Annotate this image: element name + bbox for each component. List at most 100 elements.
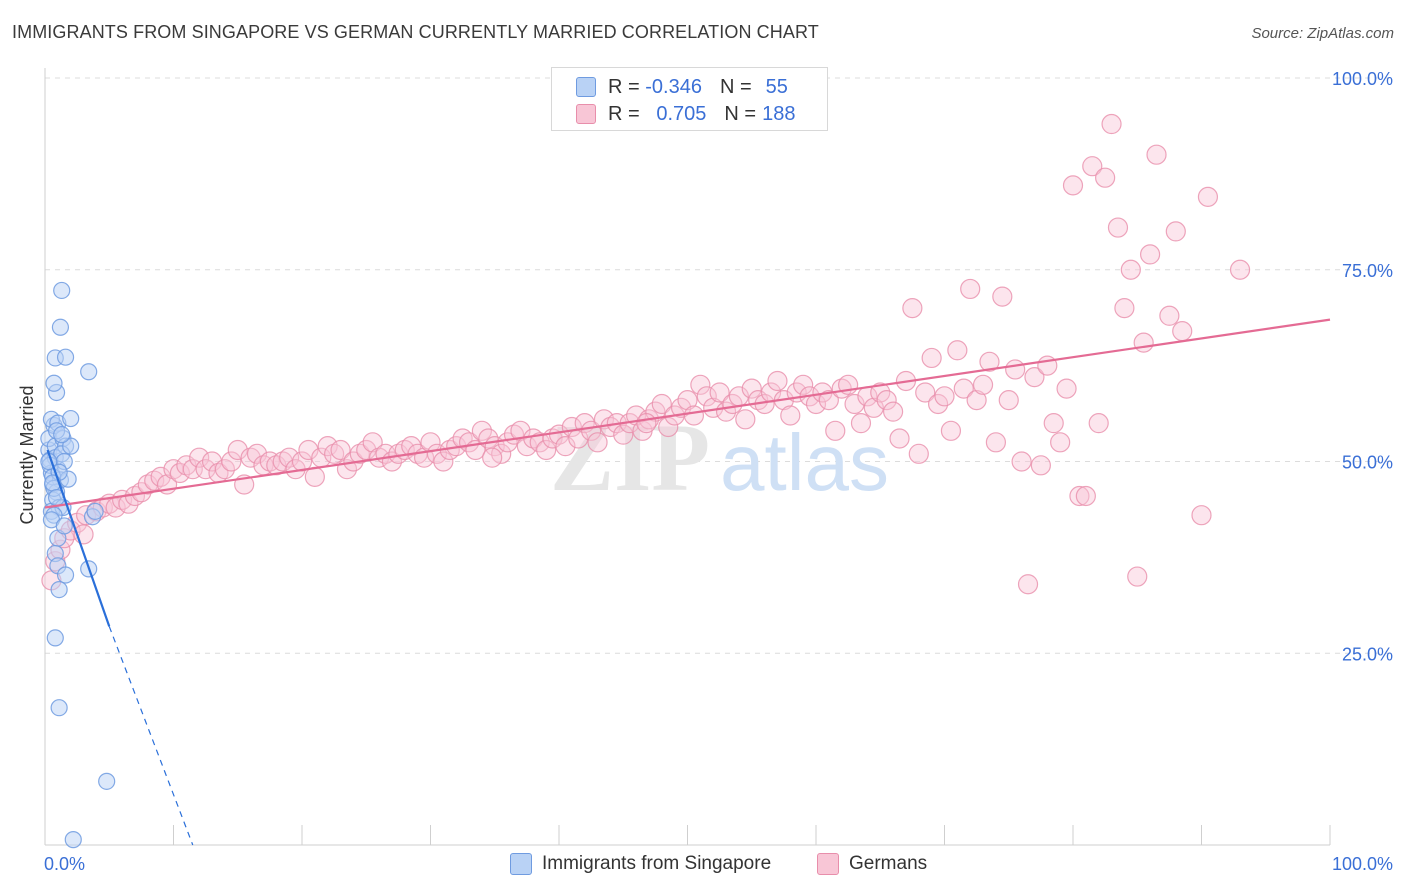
germans-point (767, 370, 788, 392)
germans-points (41, 113, 1251, 595)
singapore-point (62, 437, 80, 455)
germans-point (1229, 259, 1251, 280)
germans-point (844, 393, 865, 415)
germans-point (176, 455, 197, 476)
legend-swatch-singapore (576, 77, 596, 97)
y-tick-label: 75.0% (1342, 261, 1393, 281)
germans-point (735, 409, 756, 430)
germans-point (1088, 413, 1109, 434)
bottom-legend-swatch-singapore (510, 853, 532, 875)
germans-point (1120, 259, 1141, 280)
germans-point (863, 397, 884, 418)
germans-point (240, 447, 261, 468)
germans-point (741, 378, 762, 399)
germans-point (825, 420, 846, 441)
germans-point (587, 432, 608, 453)
singapore-point (86, 502, 104, 520)
germans-point (433, 451, 454, 472)
germans-point (298, 439, 319, 461)
legend-row-singapore: R = -0.346 N = 55 (576, 75, 788, 99)
x-tick-label: 0.0% (44, 854, 85, 874)
germans-point (1127, 566, 1148, 587)
singapore-point (62, 409, 80, 428)
trend-lines (44, 318, 1331, 846)
germans-point (985, 432, 1007, 453)
germans-point (972, 374, 994, 395)
germans-point (793, 374, 814, 395)
bottom-legend-germans: Germans (817, 850, 927, 878)
bottom-legend-label-singapore: Immigrants from Singapore (542, 853, 772, 874)
singapore-point (56, 566, 75, 584)
germans-point (1017, 574, 1039, 595)
legend-n-value: 55 (765, 75, 788, 98)
germans-point (1082, 156, 1103, 177)
germans-point (947, 340, 968, 361)
germans-point (1062, 175, 1084, 196)
singapore-point (53, 426, 71, 444)
germans-point (921, 347, 942, 369)
bottom-legend-label-germans: Germans (849, 853, 928, 874)
y-tick-label: 25.0% (1342, 644, 1393, 664)
germans-point (818, 390, 839, 411)
chart-source: Source: ZipAtlas.com (1251, 25, 1394, 42)
singapore-point (50, 699, 68, 717)
germans-point (889, 428, 910, 449)
germans-point (934, 386, 955, 407)
chart-title: IMMIGRANTS FROM SINGAPORE VS GERMAN CURR… (12, 22, 819, 42)
germans-point (1114, 298, 1135, 319)
y-tick-label: 100.0% (1332, 69, 1393, 89)
germans-point (940, 420, 962, 441)
germans-point (696, 386, 717, 407)
singapore-point (46, 629, 64, 647)
bottom-legend-swatch-germans (817, 853, 839, 875)
singapore-point (80, 363, 98, 381)
legend-row-germans: R = 0.705 N = 188 (576, 102, 795, 126)
germans-point (1095, 167, 1116, 188)
germans-point (1056, 378, 1077, 399)
legend-n-label: N = (724, 102, 757, 125)
germans-point (144, 470, 165, 491)
germans-point (651, 393, 672, 415)
bottom-legend-singapore: Immigrants from Singapore (510, 850, 771, 878)
germans-point (979, 351, 1000, 372)
tick-labels: 25.0% 50.0% 75.0% 100.0% 0.0% 100.0% (44, 69, 1393, 874)
germans-point (1165, 221, 1186, 242)
germans-point (709, 382, 730, 403)
germans-point (1172, 321, 1193, 342)
germans-point (279, 447, 300, 468)
legend-n-label: N = (719, 75, 752, 98)
germans-point (266, 455, 287, 476)
legend-r-label: R = (608, 102, 640, 125)
germans-point (1159, 305, 1180, 326)
germans-point (636, 413, 657, 434)
germans-point (998, 390, 1019, 411)
germans-point (915, 382, 936, 403)
germans-point (221, 451, 242, 472)
singapore-points (40, 281, 116, 849)
germans-point (1101, 113, 1122, 135)
singapore-trend-line (46, 449, 111, 627)
germans-point (227, 439, 248, 461)
x-tick-label: 100.0% (1332, 854, 1393, 874)
germans-point (362, 432, 383, 453)
germans-point (1075, 485, 1096, 507)
germans-point (960, 278, 981, 300)
germans-point (189, 447, 210, 468)
singapore-point (56, 348, 75, 366)
germans-point (683, 405, 705, 426)
germans-point (690, 374, 711, 395)
grid-lines (45, 77, 1392, 654)
singapore-point (53, 281, 71, 300)
germans-point (966, 390, 987, 411)
germans-point (1024, 367, 1045, 388)
germans-point (1011, 451, 1032, 472)
germans-point (324, 443, 345, 464)
germans-point (780, 405, 801, 426)
legend-swatch-germans (576, 104, 596, 124)
germans-point (349, 443, 370, 464)
legend-n-value: 188 (762, 102, 796, 125)
singapore-point (55, 517, 73, 535)
germans-point (536, 439, 557, 461)
singapore-point (64, 831, 82, 849)
singapore-trend-extension (108, 626, 194, 846)
